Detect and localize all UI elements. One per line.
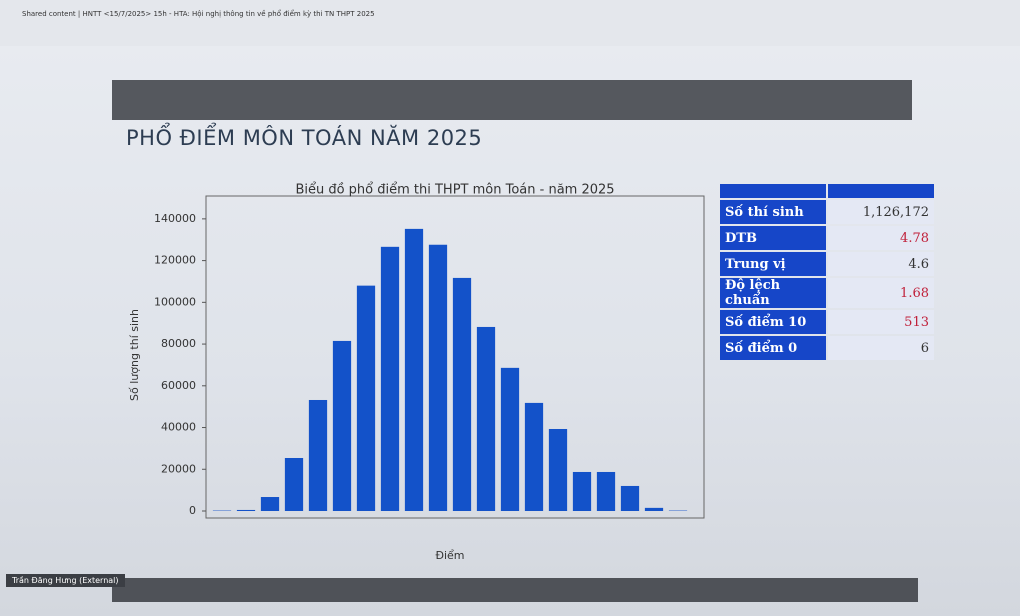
bar [236, 509, 256, 511]
y-tick-label: 0 [189, 504, 196, 517]
y-tick-label: 40000 [161, 421, 196, 434]
window-title: Shared content | HNTT <15/7/2025> 15h - … [22, 10, 375, 18]
y-axis-label: Số lượng thí sinh [128, 309, 141, 401]
slide-header-bar [112, 80, 912, 120]
bar [404, 228, 424, 511]
bar [476, 326, 496, 511]
stat-value: 1.68 [828, 278, 934, 308]
y-tick-label: 20000 [161, 462, 196, 475]
stats-table: Số thí sinh 1,126,172 DTB 4.78 Trung vị 4.6 Độ… [718, 182, 936, 362]
bar [332, 340, 352, 511]
stat-label: Độ lệch chuẩn [720, 278, 826, 308]
stat-label: Số thí sinh [720, 200, 826, 224]
presenter-name: Trần Đăng Hưng (External) [6, 574, 125, 587]
bar [620, 485, 640, 511]
bar [548, 428, 568, 511]
slide-title: PHỔ ĐIỂM MÔN TOÁN NĂM 2025 [126, 126, 483, 150]
stats-row: Độ lệch chuẩn 1.68 [720, 278, 934, 308]
y-tick-label: 80000 [161, 337, 196, 350]
bar [524, 402, 544, 511]
bar [284, 457, 304, 511]
bar [452, 277, 472, 511]
stat-value: 1,126,172 [828, 200, 934, 224]
bar [308, 399, 328, 511]
bar [260, 497, 280, 511]
window-titlebar: Shared content | HNTT <15/7/2025> 15h - … [0, 0, 1020, 46]
bar [380, 246, 400, 511]
bar [428, 244, 448, 511]
stats-row: Số thí sinh 1,126,172 [720, 200, 934, 224]
bar [500, 367, 520, 511]
stats-header [720, 184, 934, 198]
stats-row: Số điểm 10 513 [720, 310, 934, 334]
stat-label: DTB [720, 226, 826, 250]
header-cell [720, 184, 826, 198]
stat-label: Số điểm 0 [720, 336, 826, 360]
chart-title: Biểu đồ phổ điểm thi THPT môn Toán - năm… [295, 183, 614, 198]
bar [356, 285, 376, 511]
bar [596, 471, 616, 511]
stat-label: Số điểm 10 [720, 310, 826, 334]
stats-row: Trung vị 4.6 [720, 252, 934, 276]
y-tick-label: 60000 [161, 379, 196, 392]
stat-label: Trung vị [720, 252, 826, 276]
stat-value: 6 [828, 336, 934, 360]
y-tick-label: 140000 [154, 212, 196, 225]
bar [572, 471, 592, 511]
stats-row: DTB 4.78 [720, 226, 934, 250]
stat-value: 513 [828, 310, 934, 334]
stat-value: 4.78 [828, 226, 934, 250]
x-axis-label: Điểm [435, 549, 464, 562]
y-tick-label: 100000 [154, 295, 196, 308]
header-cell [828, 184, 934, 198]
bar [644, 507, 664, 511]
y-tick-label: 120000 [154, 254, 196, 267]
slide-footer-bar [112, 578, 918, 602]
chart-frame [205, 195, 705, 519]
stat-value: 4.6 [828, 252, 934, 276]
